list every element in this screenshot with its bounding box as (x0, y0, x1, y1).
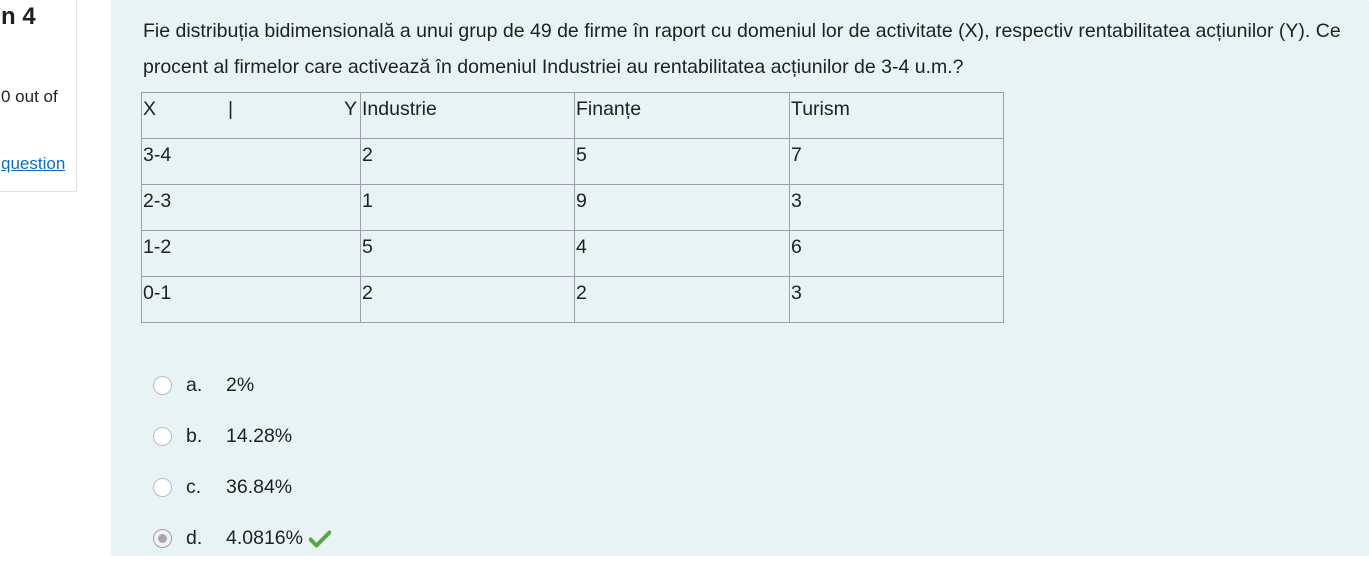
question-grade: 0 out of (1, 87, 58, 106)
row-label: 3-4 (141, 138, 361, 185)
table-cell: 3 (789, 184, 1004, 231)
answer-options: a. 2% b. 14.28% c. 36.84% d. 4.0816% (153, 360, 331, 564)
row-label: 0-1 (141, 276, 361, 323)
answer-letter: a. (186, 374, 203, 396)
row-label: 1-2 (141, 230, 361, 277)
table-cell: 9 (574, 184, 790, 231)
table-header-cell: Industrie (360, 92, 575, 139)
table-cell: 7 (789, 138, 1004, 185)
header-separator: | (228, 98, 234, 120)
table-header-xy: X | Y (141, 92, 361, 139)
answer-letter: c. (186, 476, 202, 498)
table-cell: 2 (574, 276, 790, 323)
table-cell: 5 (360, 230, 575, 277)
table-cell: 2 (360, 138, 575, 185)
table-row: 0-1 2 2 3 (141, 276, 1004, 323)
radio-button-c[interactable] (153, 478, 172, 497)
question-number: n 4 (1, 3, 36, 30)
answer-text: 36.84% (226, 476, 293, 498)
table-cell: 3 (789, 276, 1004, 323)
question-content: Fie distribuția bidimensională a unui gr… (111, 0, 1369, 556)
answer-option-a[interactable]: a. 2% (153, 360, 331, 411)
table-cell: 6 (789, 230, 1004, 277)
header-x-label: X (143, 98, 157, 120)
table-row: 1-2 5 4 6 (141, 230, 1004, 277)
answer-letter: d. (186, 527, 203, 549)
radio-button-d[interactable] (153, 529, 172, 548)
answer-option-b[interactable]: b. 14.28% (153, 411, 331, 462)
table-cell: 2 (360, 276, 575, 323)
flag-question-link[interactable]: question (1, 154, 66, 173)
table-header-row: X | Y Industrie Finanțe Turism (141, 92, 1004, 139)
check-icon (308, 530, 331, 547)
table-header-cell: Finanțe (574, 92, 790, 139)
radio-button-b[interactable] (153, 427, 172, 446)
radio-button-a[interactable] (153, 376, 172, 395)
header-y-label: Y (343, 98, 357, 120)
answer-text: 14.28% (226, 425, 293, 447)
row-label: 2-3 (141, 184, 361, 231)
answer-text: 4.0816% (226, 527, 303, 549)
table-cell: 4 (574, 230, 790, 277)
question-text: Fie distribuția bidimensională a unui gr… (143, 20, 1341, 78)
table-cell: 5 (574, 138, 790, 185)
answer-option-d[interactable]: d. 4.0816% (153, 513, 331, 564)
table-row: 3-4 2 5 7 (141, 138, 1004, 185)
table-row: 2-3 1 9 3 (141, 184, 1004, 231)
answer-letter: b. (186, 425, 203, 447)
answer-text: 2% (226, 374, 255, 396)
answer-option-c[interactable]: c. 36.84% (153, 462, 331, 513)
distribution-table: X | Y Industrie Finanțe Turism 3-4 2 5 7… (141, 92, 1004, 323)
table-cell: 1 (360, 184, 575, 231)
question-info-box: n 4 0 out of question (0, 0, 77, 192)
table-header-cell: Turism (789, 92, 1004, 139)
